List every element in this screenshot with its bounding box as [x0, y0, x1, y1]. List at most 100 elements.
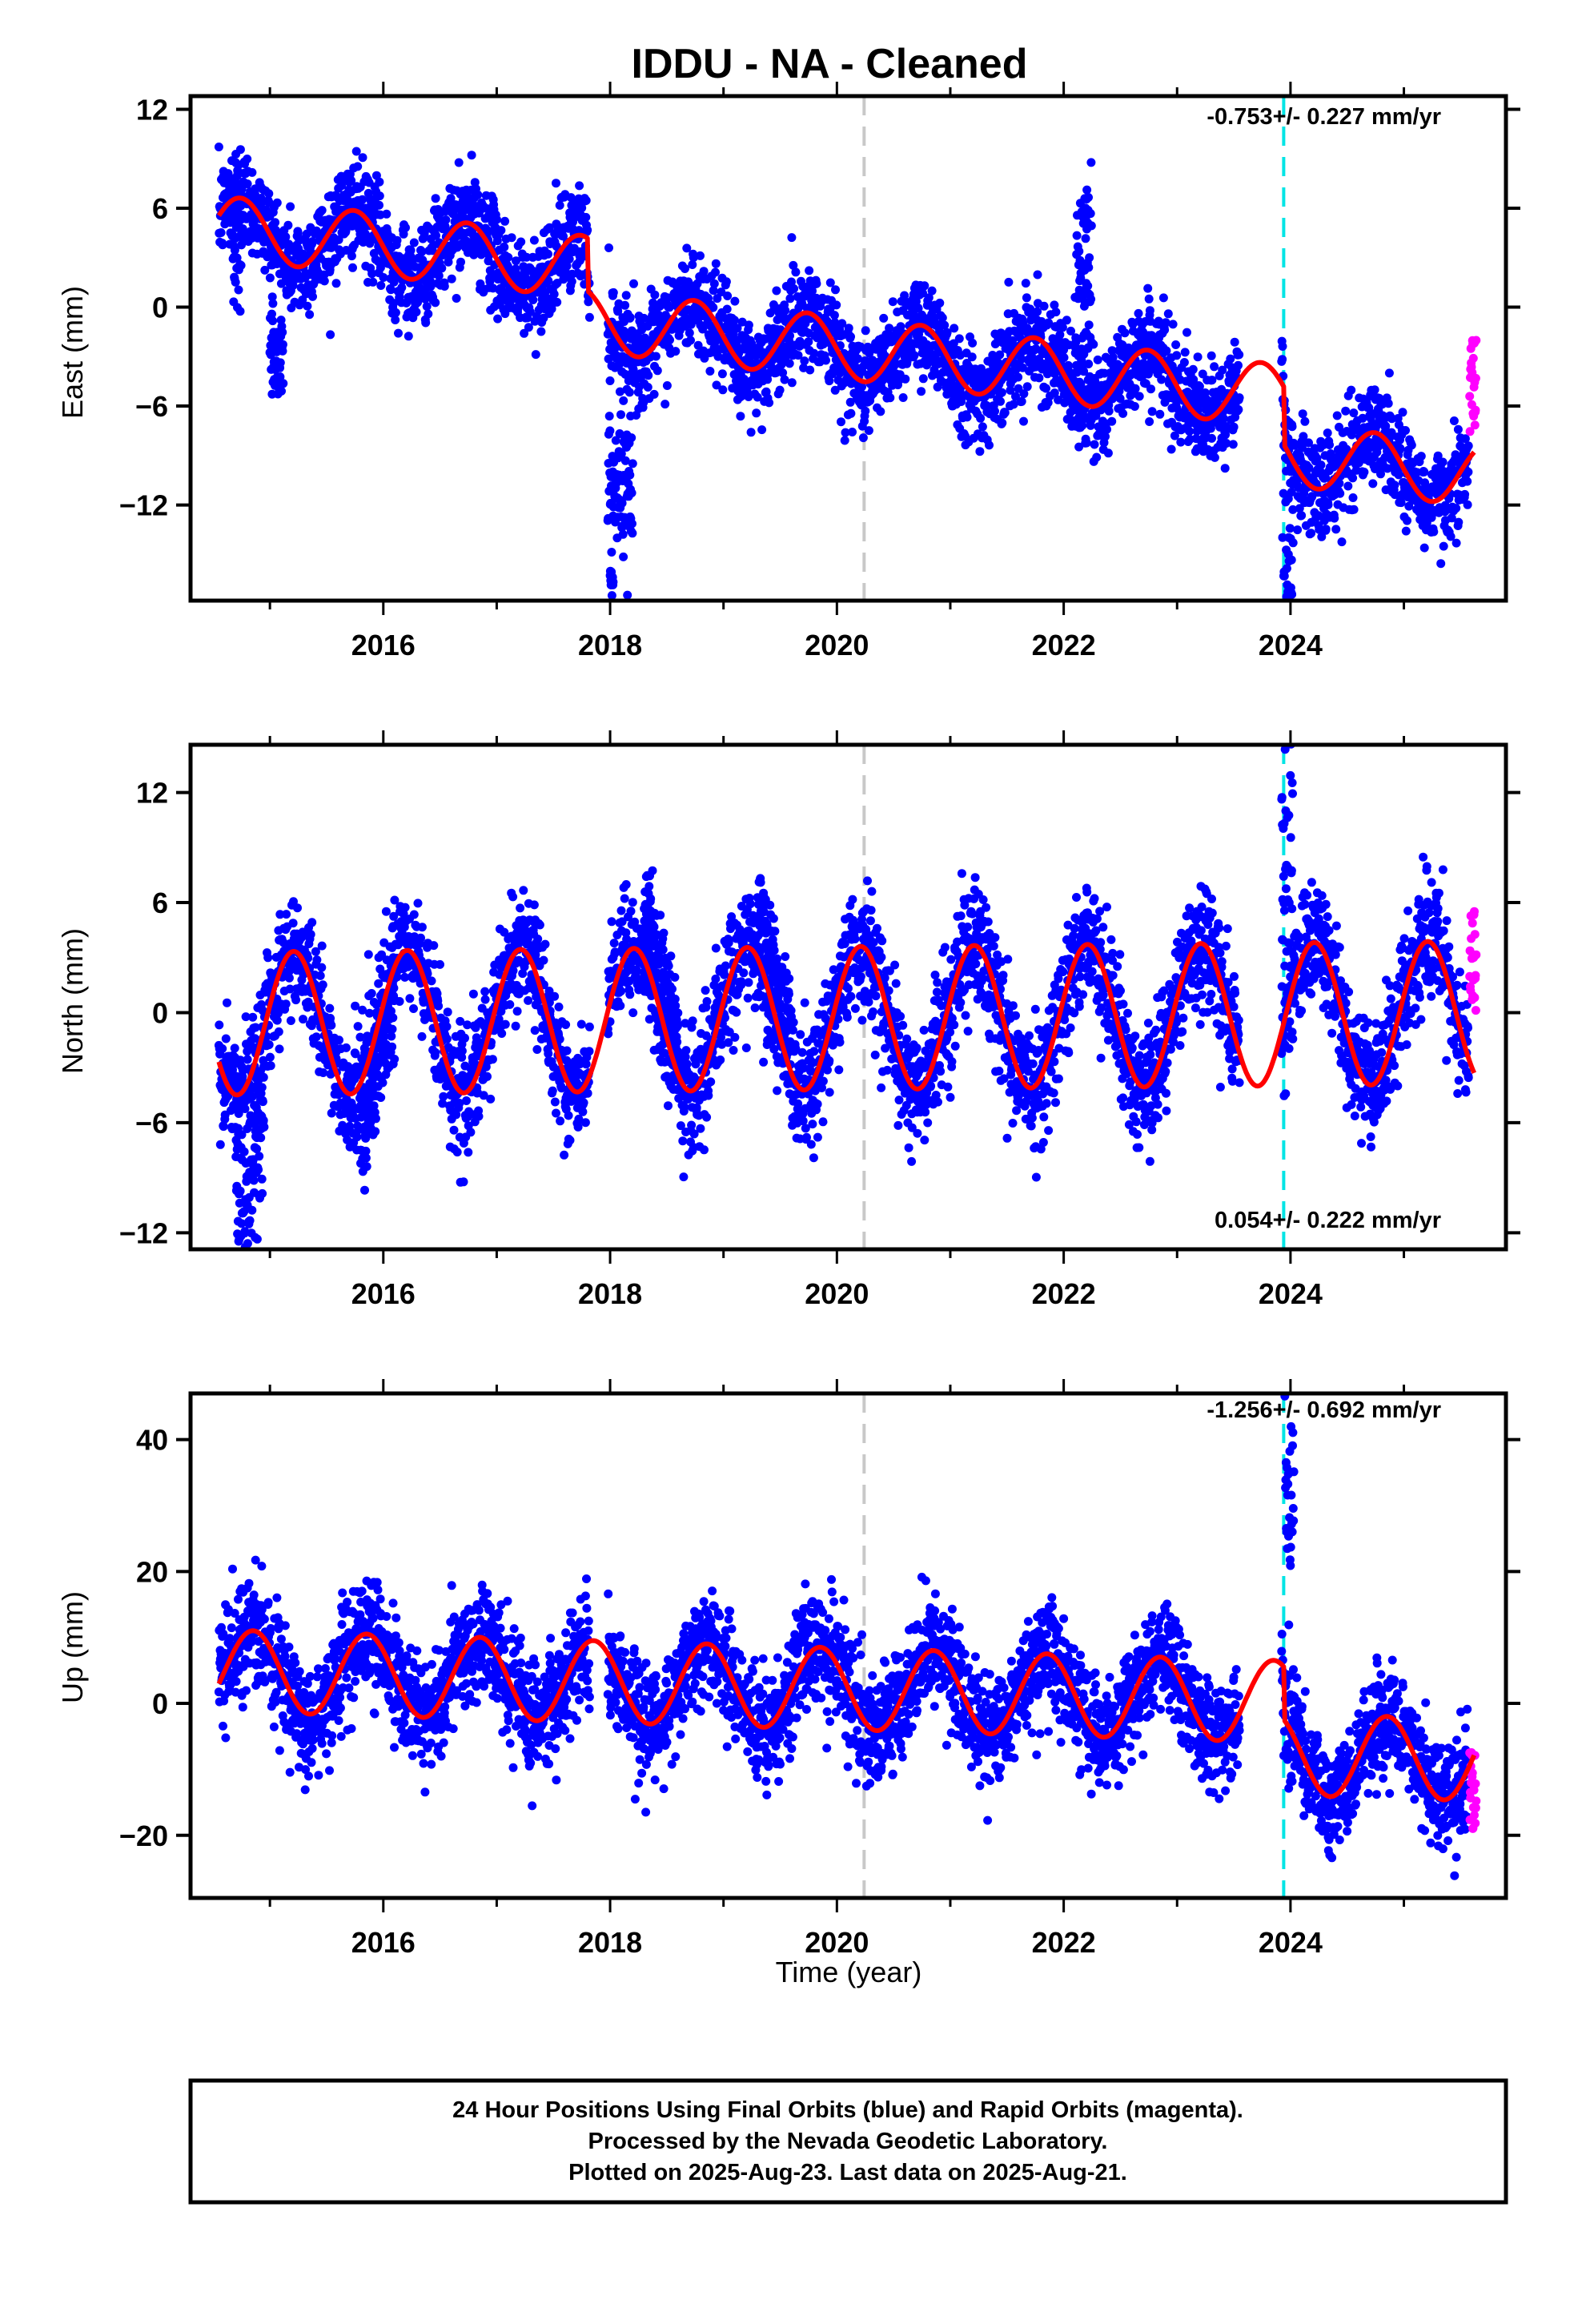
north-final-point	[439, 1092, 448, 1101]
east-final-point	[1312, 453, 1322, 463]
east-final-point	[520, 328, 529, 338]
east-final-point	[1143, 369, 1153, 379]
north-final-point	[455, 1099, 464, 1108]
east-final-point	[1230, 337, 1239, 347]
east-outlier-point	[1279, 571, 1289, 581]
east-outlier-point	[1287, 555, 1296, 565]
north-final-point	[417, 1031, 427, 1041]
east-final-point	[406, 246, 416, 255]
east-final-point	[1082, 438, 1091, 448]
east-final-point	[778, 368, 788, 377]
east-final-point	[1439, 541, 1448, 551]
east-outlier-point	[268, 316, 278, 326]
east-final-point	[1170, 431, 1179, 440]
north-final-point	[427, 976, 436, 986]
east-final-point	[1325, 440, 1334, 449]
east-final-point	[1033, 307, 1042, 316]
east-rapid-point	[1471, 373, 1480, 383]
east-outlier-point	[279, 379, 288, 388]
north-final-point	[456, 1016, 465, 1026]
east-final-point	[857, 382, 866, 392]
north-final-point	[335, 1035, 343, 1045]
east-final-point	[651, 352, 661, 361]
east-outlier-point	[267, 309, 276, 319]
east-final-point	[1022, 293, 1031, 303]
east-final-point	[441, 215, 451, 224]
east-final-point	[621, 291, 631, 300]
north-final-point	[286, 1016, 295, 1025]
east-ytick-label: −12	[119, 489, 168, 522]
east-outlier-point	[1084, 320, 1094, 330]
north-final-point	[219, 1122, 228, 1132]
east-final-point	[1062, 316, 1071, 325]
east-final-point	[954, 334, 964, 344]
east-xtick-label: 2016	[351, 629, 416, 661]
east-final-point	[1454, 517, 1464, 527]
north-final-point	[311, 947, 320, 956]
north-final-point	[341, 1043, 351, 1052]
north-final-point	[352, 1132, 362, 1142]
east-final-point	[1460, 489, 1470, 499]
east-final-point	[982, 401, 991, 410]
east-final-point	[1168, 320, 1178, 329]
east-outlier-point	[233, 179, 243, 189]
east-final-point	[500, 243, 509, 252]
east-final-point	[864, 426, 873, 436]
east-final-point	[347, 251, 356, 261]
east-final-point	[1398, 408, 1407, 417]
east-final-point	[998, 418, 1007, 428]
east-final-point	[853, 354, 862, 364]
east-outlier-point	[236, 260, 246, 270]
east-final-point	[911, 297, 921, 306]
east-outlier-point	[278, 346, 287, 356]
north-final-point	[345, 1121, 355, 1131]
east-final-point	[247, 167, 257, 177]
east-outlier-point	[278, 328, 287, 337]
east-final-point	[1332, 411, 1342, 420]
north-final-point	[436, 959, 444, 969]
east-final-point	[552, 179, 560, 188]
east-final-point	[1401, 526, 1411, 536]
east-final-point	[1084, 360, 1094, 368]
east-final-point	[861, 326, 870, 336]
east-final-point	[401, 223, 410, 232]
east-final-point	[978, 422, 987, 432]
east-final-point	[426, 282, 436, 292]
north-final-point	[275, 910, 285, 919]
east-outlier-point	[236, 201, 246, 211]
east-final-point	[1449, 416, 1459, 425]
east-final-point	[1074, 442, 1084, 452]
north-final-point	[303, 953, 313, 963]
east-final-point	[1321, 472, 1330, 482]
east-final-point	[271, 225, 280, 235]
east-final-point	[685, 328, 694, 338]
east-final-point	[409, 238, 419, 247]
east-final-point	[1419, 543, 1429, 553]
east-final-point	[1299, 432, 1308, 441]
east-final-point	[662, 381, 672, 390]
east-final-point	[1287, 422, 1297, 432]
east-final-point	[620, 300, 630, 310]
east-outlier-point	[618, 529, 628, 539]
east-final-point	[577, 203, 587, 213]
east-final-point	[358, 153, 367, 163]
east-final-point	[688, 260, 697, 269]
east-final-point	[1446, 532, 1456, 541]
east-final-point	[1198, 369, 1207, 379]
east-outlier-point	[235, 307, 245, 316]
east-final-point	[1022, 382, 1032, 392]
north-final-point	[405, 994, 415, 1003]
east-final-point	[341, 226, 351, 235]
east-final-point	[1120, 328, 1130, 338]
east-final-point	[394, 328, 403, 338]
east-final-point	[347, 175, 356, 185]
north-final-point	[462, 1096, 471, 1105]
east-final-point	[512, 256, 520, 266]
east-final-point	[885, 393, 895, 403]
east-rapid-point	[1465, 427, 1475, 436]
east-final-point	[218, 240, 227, 250]
east-final-point	[437, 263, 447, 273]
east-outlier-point	[1082, 185, 1092, 195]
east-final-point	[1144, 294, 1154, 304]
north-final-point	[327, 1108, 336, 1118]
